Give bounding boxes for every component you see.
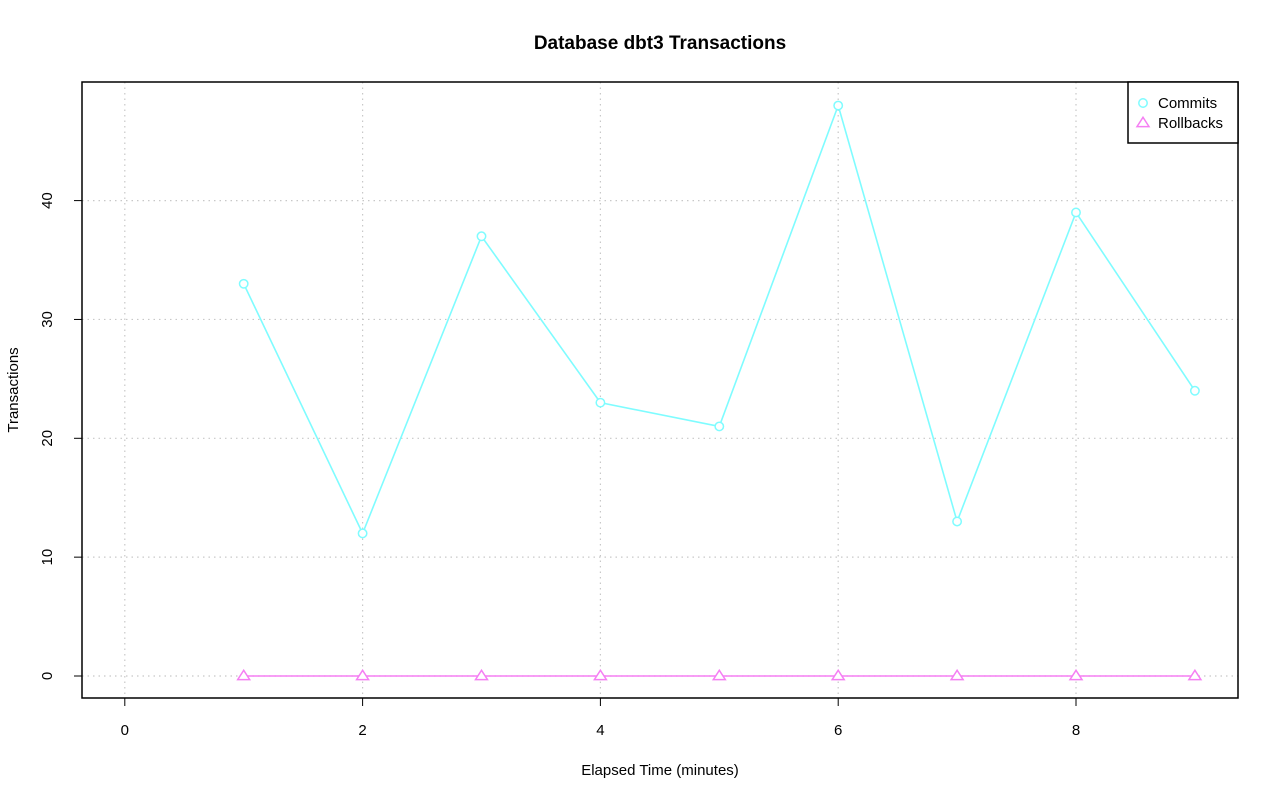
rollbacks-point (949, 668, 965, 681)
grid (82, 82, 1238, 698)
series-commits (238, 100, 1200, 539)
x-tick-label: 0 (121, 722, 129, 739)
commits-point (1071, 207, 1081, 218)
legend-commits-label: Commits (1158, 95, 1217, 112)
rollbacks-point (711, 668, 727, 681)
commits-point (833, 100, 844, 111)
rollbacks-point (593, 668, 608, 681)
commits-point (714, 421, 725, 432)
y-axis-label: Transactions (5, 347, 22, 432)
commits-point (1189, 385, 1200, 396)
y-tick-label: 20 (39, 430, 56, 447)
commits-point (357, 528, 368, 539)
series-layer (236, 100, 1203, 681)
x-axis: 0 2 4 6 8 (121, 697, 1080, 739)
commits-point (952, 516, 963, 527)
commits-point (595, 397, 606, 408)
rollbacks-point (1187, 668, 1203, 681)
x-axis-label: Elapsed Time (minutes) (581, 762, 739, 779)
x-tick-label: 4 (596, 722, 604, 739)
y-tick-label: 30 (39, 311, 56, 328)
legend-box (1127, 81, 1239, 144)
rollbacks-point (236, 668, 252, 681)
x-tick-label: 6 (834, 722, 842, 739)
legend-rollbacks-marker (1135, 115, 1151, 128)
series-rollbacks (236, 668, 1203, 681)
y-axis: 0 10 20 30 40 (39, 192, 83, 680)
rollbacks-point (1068, 668, 1084, 681)
y-tick-label: 10 (39, 549, 56, 566)
commits-line (242, 102, 1196, 536)
rollbacks-point (474, 668, 489, 681)
y-tick-label: 40 (39, 192, 56, 209)
commits-point (476, 231, 487, 242)
plot-frame (81, 81, 1239, 699)
legend-rollbacks-label: Rollbacks (1158, 115, 1223, 132)
x-tick-label: 2 (358, 722, 366, 739)
legend: Commits Rollbacks (1127, 81, 1239, 144)
legend-commits-marker (1138, 98, 1148, 108)
rollbacks-point (355, 668, 370, 681)
y-tick-label: 0 (39, 672, 56, 680)
x-tick-label: 8 (1072, 722, 1080, 739)
rollbacks-point (830, 668, 846, 681)
chart-title: Database dbt3 Transactions (534, 33, 786, 54)
commits-point (238, 278, 249, 289)
